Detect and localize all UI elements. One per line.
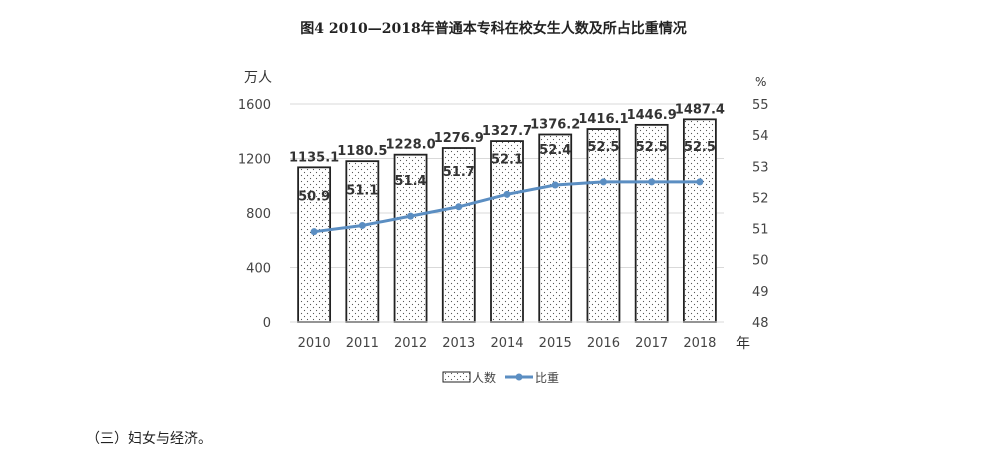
line-point (648, 178, 656, 186)
left-tick-label: 1200 (238, 153, 271, 168)
legend-line-label: 比重 (535, 371, 559, 385)
left-tick-label: 1600 (238, 98, 271, 113)
x-tick-label: 2015 (539, 336, 572, 351)
right-tick-label: 49 (752, 285, 769, 300)
line-point (696, 178, 704, 186)
bar-data-label: 1487.4 (675, 102, 725, 117)
line-point (551, 181, 559, 189)
bar-data-label: 1276.9 (434, 131, 484, 146)
left-tick-label: 800 (246, 207, 271, 222)
x-tick-label: 2013 (442, 336, 475, 351)
line-point (455, 203, 463, 211)
line-data-label: 52.4 (539, 143, 571, 158)
line-point (503, 190, 511, 198)
line-data-label: 52.5 (587, 140, 619, 155)
x-tick-label: 2016 (587, 336, 620, 351)
bar (393, 153, 428, 323)
left-tick-label: 0 (263, 316, 271, 331)
legend-line-marker (515, 373, 523, 381)
bar (441, 147, 476, 323)
x-tick-label: 2017 (635, 336, 668, 351)
line-data-label: 52.5 (636, 140, 668, 155)
bar-data-label: 1327.7 (482, 124, 532, 139)
bar-data-label: 1376.2 (530, 117, 580, 132)
line-data-label: 51.7 (443, 165, 475, 180)
right-tick-label: 50 (752, 254, 769, 269)
line-point (310, 228, 318, 236)
bar (682, 118, 717, 323)
bar-data-label: 1416.1 (578, 112, 628, 127)
right-tick-label: 54 (752, 129, 769, 144)
right-axis-label: % (755, 75, 766, 89)
bar (634, 123, 669, 323)
line-point (358, 221, 366, 229)
right-tick-label: 48 (752, 316, 769, 331)
section-heading: （三）妇女与经济。 (86, 431, 212, 447)
x-axis-label: 年 (736, 336, 750, 352)
bar (586, 128, 621, 323)
x-tick-label: 2012 (394, 336, 427, 351)
bar (490, 140, 524, 323)
line-data-label: 52.5 (684, 140, 716, 155)
legend-bar-label: 人数 (472, 370, 496, 385)
line-data-label: 52.1 (491, 152, 523, 167)
line-data-label: 51.1 (346, 183, 378, 198)
bar-data-label: 1180.5 (337, 144, 387, 159)
x-tick-label: 2018 (683, 336, 716, 351)
figure-title: 图4 2010—2018年普通本专科在校女生人数及所占比重情况 (300, 21, 687, 37)
right-tick-label: 52 (752, 191, 769, 206)
legend-bar-swatch (442, 371, 471, 383)
line-point (599, 178, 607, 186)
bar (297, 166, 332, 323)
x-tick-label: 2010 (298, 336, 331, 351)
left-axis-label: 万人 (244, 70, 272, 86)
right-tick-label: 53 (752, 160, 769, 175)
line-point (407, 212, 415, 220)
line-data-label: 51.4 (395, 174, 427, 189)
bar-data-label: 1228.0 (385, 138, 435, 153)
x-tick-label: 2014 (490, 336, 523, 351)
bar (538, 133, 573, 323)
x-tick-label: 2011 (346, 336, 379, 351)
right-tick-label: 51 (752, 223, 769, 238)
bar (345, 160, 380, 323)
line-data-label: 50.9 (298, 190, 330, 205)
left-tick-label: 400 (246, 262, 271, 277)
bar-data-label: 1135.1 (289, 150, 339, 165)
bar-data-label: 1446.9 (627, 108, 677, 123)
right-tick-label: 55 (752, 98, 769, 113)
